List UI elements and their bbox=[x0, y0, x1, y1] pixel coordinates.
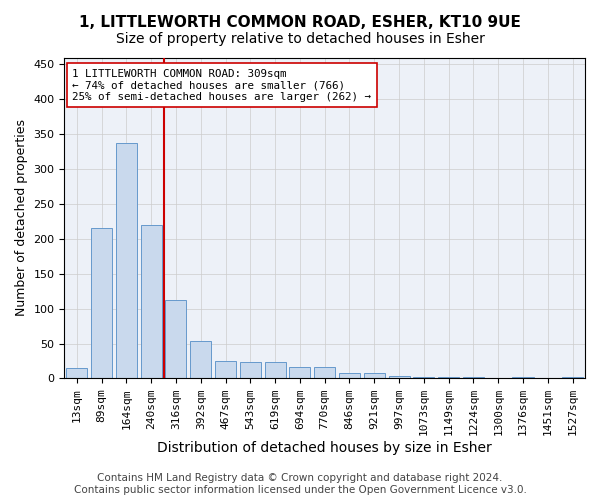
Bar bbox=[240, 362, 261, 378]
Bar bbox=[438, 377, 459, 378]
Bar bbox=[215, 361, 236, 378]
Text: Contains HM Land Registry data © Crown copyright and database right 2024.
Contai: Contains HM Land Registry data © Crown c… bbox=[74, 474, 526, 495]
X-axis label: Distribution of detached houses by size in Esher: Distribution of detached houses by size … bbox=[157, 441, 492, 455]
Text: Size of property relative to detached houses in Esher: Size of property relative to detached ho… bbox=[116, 32, 484, 46]
Bar bbox=[413, 377, 434, 378]
Text: 1, LITTLEWORTH COMMON ROAD, ESHER, KT10 9UE: 1, LITTLEWORTH COMMON ROAD, ESHER, KT10 … bbox=[79, 15, 521, 30]
Bar bbox=[166, 300, 187, 378]
Bar bbox=[562, 377, 583, 378]
Bar bbox=[339, 373, 360, 378]
Bar bbox=[66, 368, 88, 378]
Bar bbox=[364, 373, 385, 378]
Bar bbox=[289, 366, 310, 378]
Bar bbox=[265, 362, 286, 378]
Text: 1 LITTLEWORTH COMMON ROAD: 309sqm
← 74% of detached houses are smaller (766)
25%: 1 LITTLEWORTH COMMON ROAD: 309sqm ← 74% … bbox=[72, 68, 371, 102]
Bar bbox=[389, 376, 410, 378]
Bar bbox=[140, 225, 162, 378]
Bar bbox=[463, 377, 484, 378]
Bar bbox=[512, 377, 533, 378]
Bar bbox=[314, 366, 335, 378]
Bar bbox=[116, 142, 137, 378]
Bar bbox=[91, 228, 112, 378]
Y-axis label: Number of detached properties: Number of detached properties bbox=[15, 120, 28, 316]
Bar bbox=[190, 342, 211, 378]
